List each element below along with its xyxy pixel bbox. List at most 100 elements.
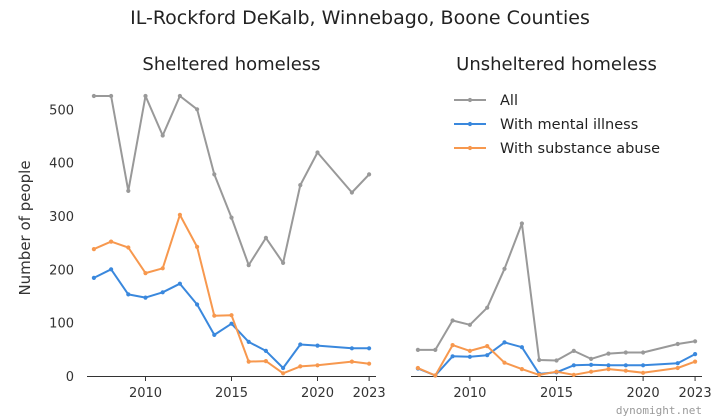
sheltered-point-with-mental-illness xyxy=(349,346,354,351)
sheltered-point-with-mental-illness xyxy=(160,290,165,295)
sheltered-x-tick-label: 2020 xyxy=(301,386,334,401)
unsheltered-point-with-mental-illness xyxy=(641,363,646,368)
legend-marker-with-mental-illness xyxy=(467,121,473,127)
sheltered-y-tick-label: 0 xyxy=(66,370,74,385)
unsheltered-point-with-mental-illness xyxy=(450,354,455,359)
sheltered-point-all xyxy=(212,172,217,177)
unsheltered-point-all xyxy=(433,347,438,352)
sheltered-point-all xyxy=(160,133,165,138)
sheltered-point-with-substance-abuse xyxy=(160,266,165,271)
unsheltered-point-with-mental-illness xyxy=(675,361,680,366)
sheltered-panel: Sheltered homeless 2010 2015 2020 2023 0 100 20… xyxy=(49,54,385,401)
unsheltered-line-all xyxy=(417,222,696,362)
unsheltered-point-all xyxy=(502,266,507,271)
unsheltered-point-all xyxy=(519,221,525,226)
unsheltered-panel: Unsheltered homeless 2010 2015 2020 2023 All W… xyxy=(411,54,712,401)
sheltered-point-with-mental-illness xyxy=(143,295,148,300)
unsheltered-point-with-mental-illness xyxy=(519,345,525,350)
sheltered-point-with-substance-abuse xyxy=(91,247,96,252)
unsheltered-point-with-mental-illness xyxy=(623,363,628,368)
y-axis-label: Number of people xyxy=(16,160,34,295)
unsheltered-point-with-mental-illness xyxy=(467,354,472,359)
sheltered-point-with-substance-abuse xyxy=(246,359,251,364)
sheltered-point-with-substance-abuse xyxy=(298,364,303,369)
sheltered-point-all xyxy=(126,188,131,193)
unsheltered-point-with-mental-illness xyxy=(571,363,576,368)
sheltered-point-all xyxy=(315,150,320,155)
sheltered-point-all xyxy=(263,235,268,240)
unsheltered-point-with-substance-abuse xyxy=(554,369,559,374)
unsheltered-point-with-substance-abuse xyxy=(485,344,490,349)
sheltered-point-with-mental-illness xyxy=(212,332,217,337)
sheltered-point-all xyxy=(246,263,251,268)
unsheltered-point-with-substance-abuse xyxy=(502,360,507,365)
sheltered-point-with-substance-abuse xyxy=(143,271,148,276)
sheltered-point-with-mental-illness xyxy=(263,348,268,353)
sheltered-point-with-substance-abuse xyxy=(212,313,217,318)
sheltered-point-with-substance-abuse xyxy=(195,244,200,249)
sheltered-point-with-mental-illness xyxy=(298,342,303,347)
unsheltered-point-with-substance-abuse xyxy=(519,367,525,372)
sheltered-series-all xyxy=(91,93,372,268)
sheltered-point-with-mental-illness xyxy=(229,321,234,326)
unsheltered-point-all xyxy=(623,350,628,355)
unsheltered-point-with-mental-illness xyxy=(502,340,507,345)
unsheltered-point-all xyxy=(554,358,559,363)
unsheltered-point-with-substance-abuse xyxy=(467,348,472,353)
unsheltered-point-all xyxy=(537,357,542,363)
sheltered-point-with-substance-abuse xyxy=(281,371,286,376)
unsheltered-line-with-substance-abuse xyxy=(417,344,696,377)
unsheltered-point-all xyxy=(606,351,611,356)
sheltered-point-all xyxy=(109,93,114,99)
unsheltered-point-with-substance-abuse xyxy=(571,372,576,377)
legend: All With mental illness With substance abu… xyxy=(454,93,660,157)
sheltered-point-with-mental-illness xyxy=(367,346,372,351)
unsheltered-point-with-mental-illness xyxy=(606,363,611,368)
sheltered-point-with-mental-illness xyxy=(91,275,96,280)
sheltered-x-tick-label: 2015 xyxy=(215,386,248,401)
sheltered-y-tick-label: 400 xyxy=(49,157,74,172)
sheltered-point-with-substance-abuse xyxy=(109,239,114,244)
unsheltered-point-with-substance-abuse xyxy=(623,368,628,373)
unsheltered-point-all xyxy=(693,339,698,344)
unsheltered-x-tick-label: 2023 xyxy=(679,386,712,401)
sheltered-x-tick-label: 2010 xyxy=(129,386,162,401)
sheltered-line-with-substance-abuse xyxy=(93,213,370,375)
sheltered-point-with-substance-abuse xyxy=(315,363,320,368)
sheltered-point-all xyxy=(91,93,96,99)
unsheltered-point-with-substance-abuse xyxy=(641,370,646,375)
unsheltered-point-all xyxy=(415,347,420,352)
unsheltered-point-all xyxy=(571,348,576,353)
unsheltered-x-tick-label: 2010 xyxy=(453,386,486,401)
unsheltered-panel-title: Unsheltered homeless xyxy=(456,54,657,75)
sheltered-point-with-mental-illness xyxy=(126,292,131,297)
figure-title: IL-Rockford DeKalb, Winnebago, Boone Cou… xyxy=(130,7,590,29)
unsheltered-point-all xyxy=(641,350,646,355)
sheltered-point-all xyxy=(143,93,148,99)
unsheltered-point-with-substance-abuse xyxy=(450,343,455,348)
sheltered-point-with-substance-abuse xyxy=(263,359,268,364)
legend-label-with-substance-abuse: With substance abuse xyxy=(500,141,660,157)
sheltered-y-tick-label: 100 xyxy=(49,317,74,332)
sheltered-point-with-substance-abuse xyxy=(349,359,354,364)
unsheltered-point-all xyxy=(467,322,472,327)
unsheltered-point-with-substance-abuse xyxy=(589,369,594,374)
sheltered-point-with-substance-abuse xyxy=(367,361,372,366)
legend-label-with-mental-illness: With mental illness xyxy=(500,117,638,133)
unsheltered-point-with-substance-abuse xyxy=(433,373,438,378)
sheltered-point-with-substance-abuse xyxy=(126,245,131,250)
sheltered-point-with-mental-illness xyxy=(195,302,200,307)
sheltered-point-all xyxy=(229,215,234,220)
unsheltered-point-with-substance-abuse xyxy=(693,359,698,364)
watermark: dynomight.net xyxy=(616,404,702,417)
sheltered-point-all xyxy=(177,93,182,99)
sheltered-series-with-substance-abuse xyxy=(91,212,372,376)
sheltered-line-all xyxy=(93,95,370,267)
legend-marker-all xyxy=(467,97,473,103)
unsheltered-point-all xyxy=(450,318,455,323)
unsheltered-x-tick-label: 2015 xyxy=(540,386,573,401)
sheltered-series-with-mental-illness xyxy=(91,267,372,371)
unsheltered-point-all xyxy=(589,356,594,361)
